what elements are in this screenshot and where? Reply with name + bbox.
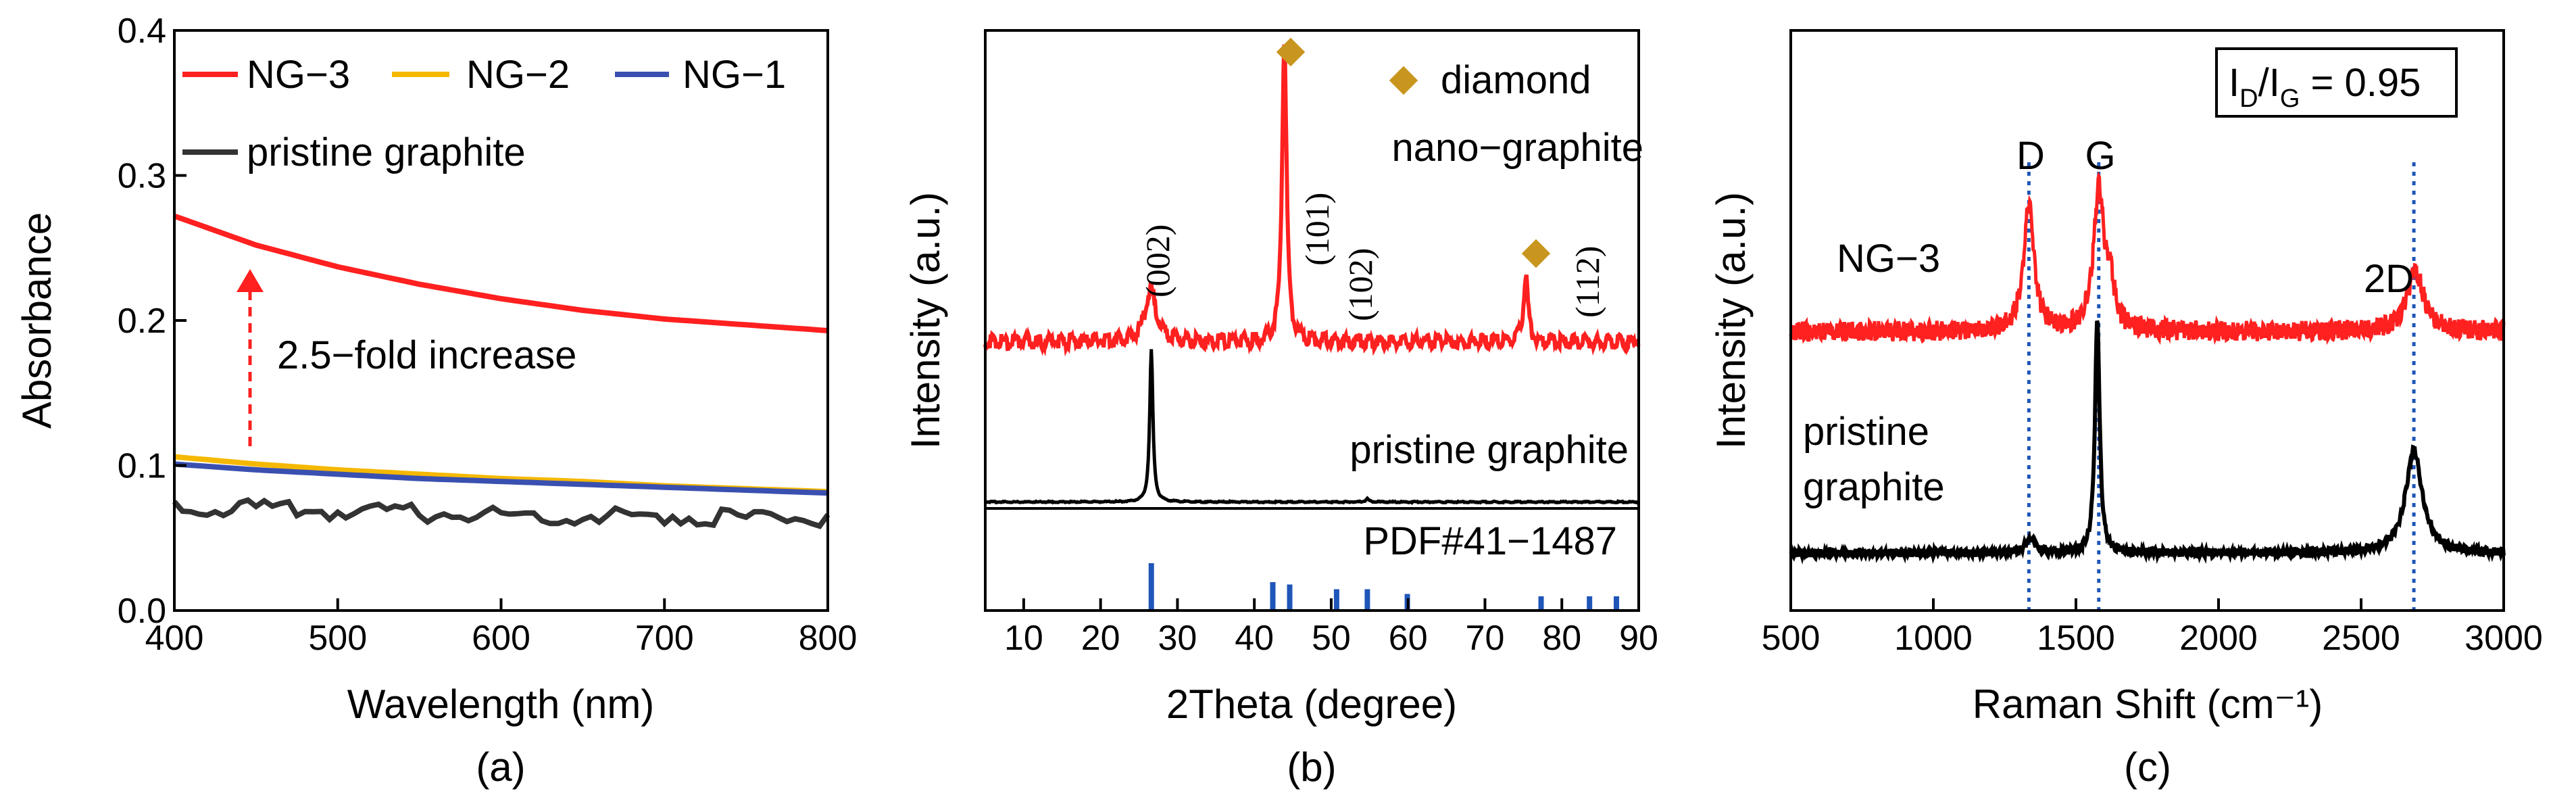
panel-b-ticks: 10 20 30 40 50 60 70 80 90	[1004, 598, 1658, 658]
legend-ng3-label: NG−3	[247, 53, 350, 97]
panel-a-ylabel: Absorbance	[14, 212, 59, 429]
ratio-g-sub: G	[2280, 85, 2300, 113]
ratio-text: ID/IG = 0.95	[2229, 61, 2421, 113]
panel-a-xtick-label-0: 400	[145, 619, 204, 658]
ratio-i1: I	[2229, 61, 2239, 105]
ratio-d-sub: D	[2239, 85, 2258, 113]
panel-b-xtick-label-2: 30	[1158, 619, 1197, 658]
reflection-002-label: (002)	[1139, 224, 1176, 297]
panel-a-label: (a)	[476, 744, 525, 790]
panel-b-xtick-label-0: 10	[1004, 619, 1043, 658]
panel-a-ytick-label-0: 0.0	[118, 592, 166, 631]
panel-b-xlabel: 2Theta (degree)	[1166, 682, 1457, 727]
raman-ng3-line	[1789, 171, 2506, 345]
series-ng-3-line	[173, 213, 828, 333]
panel-a-ytick-label-3: 0.3	[118, 157, 166, 196]
raman-ng3-label: NG−3	[1837, 237, 1940, 281]
panel-b-frame	[984, 29, 1640, 612]
nano-graphite-label: nano−graphite	[1392, 126, 1644, 170]
reflection-112-label: (112)	[1568, 246, 1606, 318]
panel-a-ytick-label-2: 0.2	[118, 302, 166, 341]
series-pristine-graphite-line	[172, 497, 831, 529]
series-ng-1-line	[174, 461, 828, 496]
panel-c-series	[1789, 171, 2506, 565]
pristine-graphite-label: pristine graphite	[1349, 428, 1629, 472]
panel-c-frame	[1789, 29, 2505, 612]
raman-pristine-label-line2: graphite	[1803, 465, 1945, 509]
panel-c-xtick-label-1: 1000	[1894, 619, 1973, 658]
panel-b-xtick-label-7: 80	[1542, 619, 1581, 658]
panel-a-xtick-label-3: 700	[635, 619, 694, 658]
ratio-value: = 0.95	[2300, 61, 2421, 105]
fold-increase-arrow	[237, 269, 264, 446]
panel-c-xtick-label-0: 500	[1762, 619, 1820, 658]
panel-b-xtick-label-5: 60	[1389, 619, 1428, 658]
panel-b-ylabel: Intensity (a.u.)	[903, 192, 948, 449]
panel-a: 400 500 600 700 800 0.0 0.1 0.2 0.3 0.4 NG−3 NG−2…	[14, 11, 857, 790]
panel-c-xtick-label-2: 1500	[2037, 619, 2115, 658]
panel-a-xlabel: Wavelength (nm)	[347, 682, 655, 727]
diamond-peak-marker-1	[1276, 37, 1306, 67]
raman-2d-band-label: 2D	[2364, 257, 2414, 301]
ratio-sep: /I	[2258, 61, 2280, 105]
series-ng-2-line	[174, 454, 828, 495]
panel-c-label: (c)	[2124, 744, 2171, 790]
xrd-pristine-graphite-line	[985, 349, 1639, 506]
legend-ng2-label: NG−2	[466, 53, 570, 97]
diamond-legend-marker	[1389, 66, 1418, 95]
panel-b-xtick-label-1: 20	[1081, 619, 1120, 658]
raman-pristine-line	[1789, 320, 2506, 565]
panel-a-ticks: 400 500 600 700 800 0.0 0.1 0.2 0.3 0.4	[118, 11, 858, 658]
panel-a-ytick-label-4: 0.4	[118, 11, 166, 51]
panel-a-xtick-label-4: 800	[799, 619, 858, 658]
panel-a-series	[172, 213, 831, 529]
diamond-peak-marker-2	[1521, 239, 1551, 268]
panel-a-xtick-label-1: 500	[308, 619, 367, 658]
panel-b-xtick-label-8: 90	[1619, 619, 1658, 658]
raman-g-band-label: G	[2085, 134, 2115, 178]
panel-c-xtick-label-5: 3000	[2464, 619, 2543, 658]
panel-b-xtick-label-3: 40	[1235, 619, 1274, 658]
legend-pristine-label: pristine graphite	[247, 130, 526, 174]
fold-increase-label: 2.5−fold increase	[277, 333, 576, 377]
panel-c: 500 1000 1500 2000 2500 3000 ID/IG = 0.95 D G…	[1708, 29, 2543, 790]
ratio-box-frame	[2215, 47, 2458, 118]
panel-b: 10 20 30 40 50 60 70 80 90 diamond nano−graphite…	[903, 29, 1658, 790]
panel-c-xlabel: Raman Shift (cm⁻¹)	[1973, 682, 2323, 727]
panel-a-legend: NG−3 NG−2 NG−1 pristine graphite	[182, 53, 786, 174]
panel-b-reference-sticks	[1148, 563, 1620, 611]
raman-d-band-label: D	[2016, 134, 2045, 178]
xrd-nano-graphite-line	[983, 44, 1641, 357]
legend-ng1-label: NG−1	[683, 53, 786, 97]
diamond-legend-label: diamond	[1441, 58, 1591, 102]
panel-a-ytick-label-1: 0.1	[118, 447, 166, 486]
panel-c-ylabel: Intensity (a.u.)	[1708, 192, 1754, 449]
panel-b-xtick-label-4: 50	[1312, 619, 1351, 658]
panel-c-xtick-label-3: 2000	[2179, 619, 2258, 658]
id-ig-ratio-box: ID/IG = 0.95	[2215, 47, 2458, 118]
panel-b-label: (b)	[1287, 744, 1336, 790]
reflection-101-label: (101)	[1298, 193, 1336, 266]
panel-a-frame	[173, 29, 829, 612]
panel-c-ticks: 500 1000 1500 2000 2500 3000	[1762, 598, 2543, 658]
panel-b-xtick-label-6: 70	[1466, 619, 1505, 658]
fold-increase-arrowhead	[237, 269, 264, 292]
reflection-102-label: (102)	[1341, 248, 1379, 321]
panel-b-series	[983, 44, 1641, 506]
panel-a-xtick-label-2: 600	[472, 619, 530, 658]
raman-pristine-label-line1: pristine	[1803, 410, 1929, 454]
pdf-reference-label: PDF#41−1487	[1363, 519, 1617, 563]
panel-c-xtick-label-4: 2500	[2322, 619, 2400, 658]
